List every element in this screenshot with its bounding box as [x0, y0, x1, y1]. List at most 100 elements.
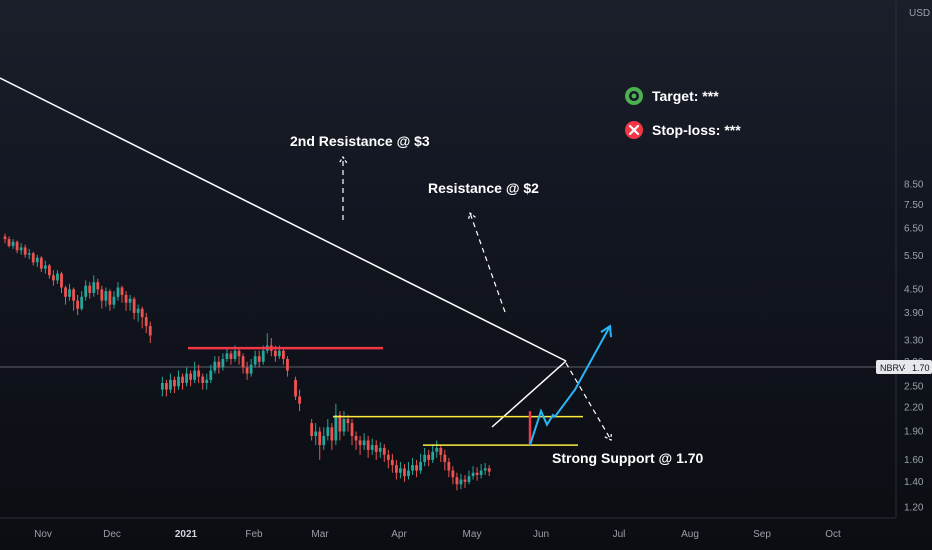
- time-tick-label: Apr: [391, 529, 407, 540]
- arrow-support-head: [604, 432, 612, 441]
- candle-body: [326, 427, 330, 436]
- candle-body: [140, 308, 144, 318]
- candle-body: [407, 470, 410, 477]
- candle: [390, 453, 394, 473]
- candle-body: [15, 241, 19, 251]
- candle: [221, 353, 225, 371]
- candle-body: [136, 308, 140, 313]
- candle: [173, 376, 176, 393]
- candle-body: [7, 239, 11, 247]
- price-ticks: 8.507.506.505.504.503.903.302.902.502.20…: [904, 179, 924, 513]
- candle-body: [209, 370, 213, 380]
- candle: [201, 373, 205, 390]
- last-price-value: 1.70: [912, 363, 930, 373]
- target-legend: Target: ***: [625, 87, 719, 105]
- candle: [346, 415, 350, 432]
- candle: [419, 453, 423, 474]
- candle-body: [108, 291, 112, 305]
- candle: [245, 361, 249, 380]
- annotation-strong-support: Strong Support @ 1.70: [552, 450, 704, 466]
- candle: [399, 461, 402, 479]
- candle-body: [197, 370, 201, 377]
- candle: [177, 370, 180, 390]
- candle-body: [390, 459, 394, 466]
- candle-body: [229, 353, 233, 359]
- candle: [72, 287, 75, 311]
- candle: [128, 294, 132, 311]
- candle: [116, 282, 120, 301]
- candle: [310, 418, 314, 441]
- candle-body: [124, 294, 128, 303]
- candle: [403, 464, 406, 482]
- candle-body: [443, 454, 447, 462]
- arrow-resistance: [469, 212, 506, 313]
- candle-body: [148, 326, 152, 336]
- candle-body: [72, 289, 75, 301]
- candle: [7, 236, 11, 248]
- price-axis[interactable]: USD 8.507.506.505.504.503.903.302.902.50…: [876, 0, 932, 518]
- candle: [447, 457, 451, 478]
- candle: [322, 427, 326, 450]
- candle: [140, 306, 144, 329]
- candle-body: [403, 468, 406, 477]
- candle: [374, 440, 378, 460]
- arrow-support: [565, 362, 612, 441]
- arrow-resistance-head: [467, 211, 476, 220]
- candle-body: [11, 241, 15, 247]
- candle-body: [35, 257, 39, 263]
- candle-body: [181, 376, 184, 383]
- candle: [35, 254, 39, 268]
- candle-body: [225, 353, 229, 359]
- candle-body: [282, 350, 285, 359]
- candle-body: [273, 350, 277, 357]
- price-tick-label: 3.30: [904, 336, 924, 347]
- candle-body: [68, 289, 71, 297]
- candle-body: [354, 435, 358, 441]
- candle: [479, 464, 483, 479]
- candle-body: [277, 350, 281, 357]
- candle-body: [80, 296, 84, 309]
- candle: [314, 423, 318, 446]
- candle-body: [233, 350, 237, 359]
- candle-body: [346, 418, 350, 424]
- candle: [427, 449, 431, 467]
- descending-trendline: [0, 77, 567, 362]
- time-tick-label: Jul: [613, 529, 626, 540]
- candle: [39, 256, 43, 272]
- candle-body: [334, 415, 338, 441]
- stop-loss-label: Stop-loss: ***: [652, 122, 741, 138]
- candle-body: [88, 285, 92, 294]
- candle-body: [294, 379, 297, 397]
- candle: [112, 291, 116, 309]
- candle-body: [116, 287, 120, 297]
- candle-body: [366, 440, 370, 450]
- candle-body: [483, 468, 487, 471]
- candle: [338, 411, 342, 441]
- candle: [92, 275, 96, 297]
- candle: [471, 466, 475, 480]
- candle-body: [189, 373, 193, 380]
- price-tick-label: 2.20: [904, 402, 924, 413]
- candle-body: [84, 285, 88, 297]
- candle: [241, 353, 245, 374]
- annotation-second-resistance: 2nd Resistance @ $3: [290, 133, 430, 149]
- candle: [225, 348, 229, 362]
- price-tick-label: 7.50: [904, 200, 924, 211]
- candle-body: [241, 356, 245, 368]
- candle: [382, 444, 386, 462]
- time-axis[interactable]: Nov Dec 2021 Feb Mar Apr May Jun Jul Aug Sep Oct: [0, 517, 896, 540]
- candle: [475, 467, 479, 481]
- candle: [11, 239, 15, 249]
- candle: [370, 438, 374, 455]
- candle-body: [177, 376, 180, 387]
- candle: [160, 376, 164, 397]
- time-tick-label: Jun: [533, 529, 549, 540]
- annotation-resistance: Resistance @ $2: [428, 180, 539, 196]
- candle: [148, 321, 152, 343]
- candle-body: [47, 265, 51, 276]
- arrow-second-resistance-head: [338, 155, 348, 164]
- candle: [56, 270, 59, 284]
- candle-body: [193, 370, 197, 380]
